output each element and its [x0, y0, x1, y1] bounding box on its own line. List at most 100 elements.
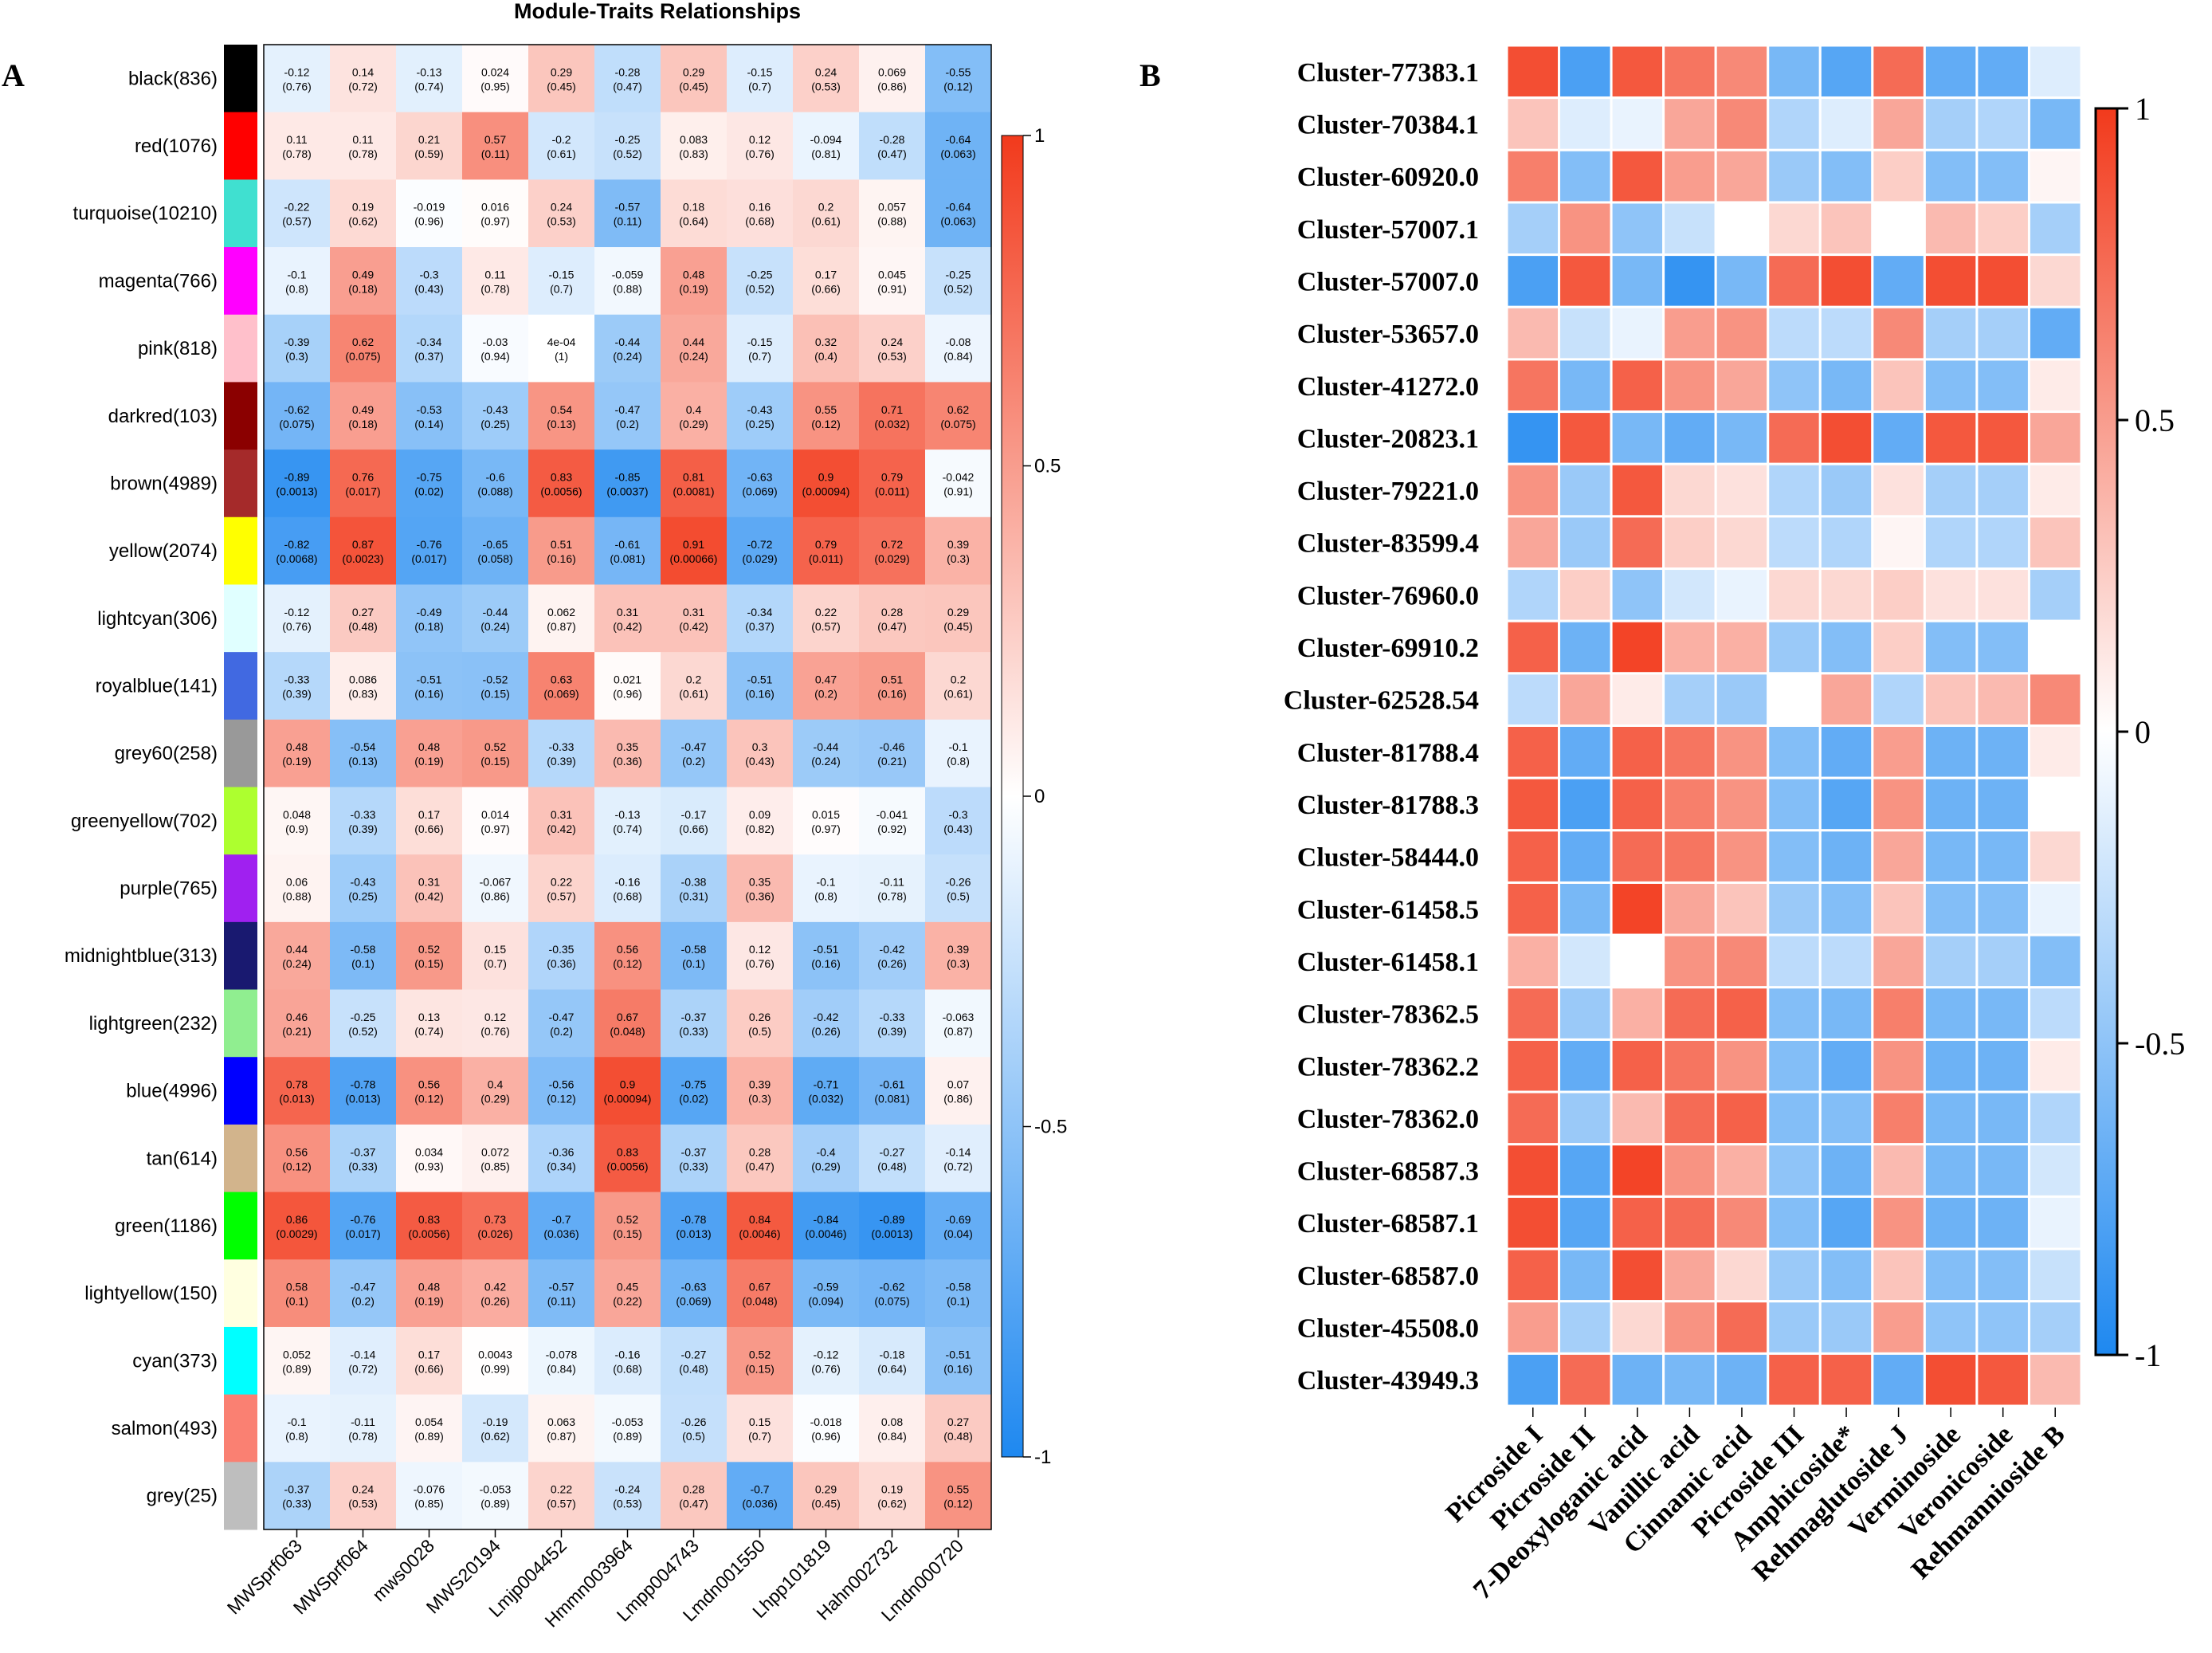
cell-correlation-label: -0.63: [681, 1281, 707, 1294]
heatmap-cell: [793, 45, 860, 113]
heatmap-cell: [1610, 1143, 1665, 1198]
cell-correlation-label: 0.19: [352, 201, 374, 214]
cell-correlation-label: -0.47: [615, 403, 641, 416]
heatmap-cell: [925, 247, 992, 316]
cell-pvalue-label: (0.25): [348, 890, 378, 903]
heatmap-cell: [859, 314, 926, 383]
heatmap-cell: [661, 450, 728, 518]
heatmap-cell: [1818, 515, 1874, 571]
heatmap-cell: [925, 179, 992, 248]
heatmap-cell: [727, 719, 794, 787]
cell-pvalue-label: (0.66): [414, 1362, 444, 1375]
cell-correlation-label: 0.2: [686, 673, 702, 685]
cell-pvalue-label: (0.29): [679, 418, 708, 430]
cell-correlation-label: 0.17: [418, 808, 440, 821]
heatmap-cell: [1818, 567, 1874, 622]
cell-correlation-label: 0.46: [286, 1011, 308, 1023]
heatmap-cell: [1923, 1300, 1979, 1355]
cell-correlation-label: 0.9: [818, 470, 834, 483]
heatmap-cell: [1714, 881, 1770, 936]
cell-correlation-label: -0.57: [549, 1281, 575, 1294]
heatmap-cell: [1714, 1038, 1770, 1093]
heatmap-cell: [528, 450, 595, 518]
cell-correlation-label: 0.13: [418, 1011, 440, 1023]
heatmap-cell: [1610, 1195, 1665, 1251]
cell-correlation-label: 0.44: [286, 943, 308, 956]
cell-pvalue-label: (0.52): [943, 282, 973, 295]
module-label: salmon(493): [112, 1418, 218, 1439]
heatmap-cell: [1871, 724, 1926, 779]
cell-pvalue-label: (0.93): [414, 1160, 444, 1172]
heatmap-cell: [859, 450, 926, 518]
cell-pvalue-label: (0.3): [947, 957, 970, 970]
cell-pvalue-label: (0.39): [348, 823, 378, 835]
cell-pvalue-label: (0.3): [947, 552, 970, 565]
cell-correlation-label: 0.39: [947, 943, 969, 956]
cell-correlation-label: 0.21: [418, 133, 440, 146]
cell-correlation-label: 0.51: [881, 673, 903, 685]
heatmap-cell: [1610, 567, 1665, 622]
heatmap-cell: [1871, 1352, 1926, 1408]
cell-pvalue-label: (0.85): [480, 1160, 510, 1172]
heatmap-cell: [1505, 253, 1561, 308]
cell-pvalue-label: (0.53): [547, 215, 576, 228]
cell-correlation-label: -0.13: [615, 808, 641, 821]
cell-pvalue-label: (0.22): [613, 1295, 642, 1308]
heatmap-cell: [1558, 829, 1613, 884]
module-color-swatch: [224, 787, 257, 855]
cell-correlation-label: 0.39: [947, 538, 969, 551]
heatmap-cell: [1975, 515, 2030, 571]
cell-pvalue-label: (0.029): [874, 552, 909, 565]
heatmap-cell: [1662, 619, 1717, 675]
cluster-label: Cluster-69910.2: [1297, 634, 1479, 663]
cell-pvalue-label: (0.76): [480, 1025, 510, 1038]
cell-correlation-label: -0.71: [814, 1078, 839, 1091]
heatmap-cell: [264, 247, 331, 316]
cluster-label: Cluster-57007.1: [1297, 215, 1479, 245]
cell-pvalue-label: (0.88): [282, 890, 312, 903]
cluster-label: Cluster-79221.0: [1297, 477, 1479, 506]
cell-pvalue-label: (0.011): [809, 552, 843, 565]
cell-correlation-label: 0.31: [551, 808, 572, 821]
heatmap-cell: [1662, 986, 1717, 1041]
heatmap-cell: [528, 314, 595, 383]
heatmap-cell: [661, 1462, 728, 1530]
heatmap-cell: [1818, 1090, 1874, 1146]
module-label: lightcyan(306): [97, 608, 218, 630]
heatmap-cell: [1975, 462, 2030, 518]
heatmap-cell: [1923, 410, 1979, 465]
cell-pvalue-label: (0.16): [877, 687, 907, 700]
cell-correlation-label: 0.83: [551, 470, 572, 483]
heatmap-cell: [264, 652, 331, 720]
cell-correlation-label: -0.39: [284, 336, 310, 348]
cell-correlation-label: -0.15: [747, 65, 773, 78]
cell-pvalue-label: (0.1): [682, 957, 705, 970]
cell-correlation-label: 0.045: [878, 268, 906, 281]
cell-correlation-label: 0.81: [683, 470, 704, 483]
heatmap-cell: [396, 45, 463, 113]
heatmap-cell: [1767, 672, 1822, 727]
cluster-label: Cluster-43949.3: [1297, 1366, 1479, 1396]
cell-correlation-label: -0.067: [480, 876, 512, 889]
heatmap-cell: [330, 652, 397, 720]
heatmap-cell: [1975, 1247, 2030, 1303]
cell-pvalue-label: (0.48): [679, 1362, 708, 1375]
cell-pvalue-label: (0.5): [682, 1430, 705, 1443]
heatmap-cell: [793, 516, 860, 585]
cell-pvalue-label: (0.68): [745, 215, 775, 228]
cell-correlation-label: -0.69: [946, 1213, 971, 1226]
heatmap-cell: [1558, 96, 1613, 151]
heatmap-cell: [462, 652, 529, 720]
heatmap-cell: [1818, 724, 1874, 779]
legend-b-tick-label: 1: [2135, 91, 2151, 127]
heatmap-cell: [1558, 1195, 1613, 1251]
cell-correlation-label: -0.14: [351, 1348, 376, 1360]
cell-correlation-label: -0.42: [814, 1011, 839, 1023]
cell-correlation-label: 0.56: [286, 1145, 308, 1158]
heatmap-cell: [1714, 1247, 1770, 1303]
heatmap-cell: [1558, 1038, 1613, 1093]
heatmap-cell: [396, 247, 463, 316]
heatmap-cell: [1923, 253, 1979, 308]
heatmap-cell: [594, 247, 661, 316]
cell-correlation-label: 0.11: [484, 268, 505, 281]
